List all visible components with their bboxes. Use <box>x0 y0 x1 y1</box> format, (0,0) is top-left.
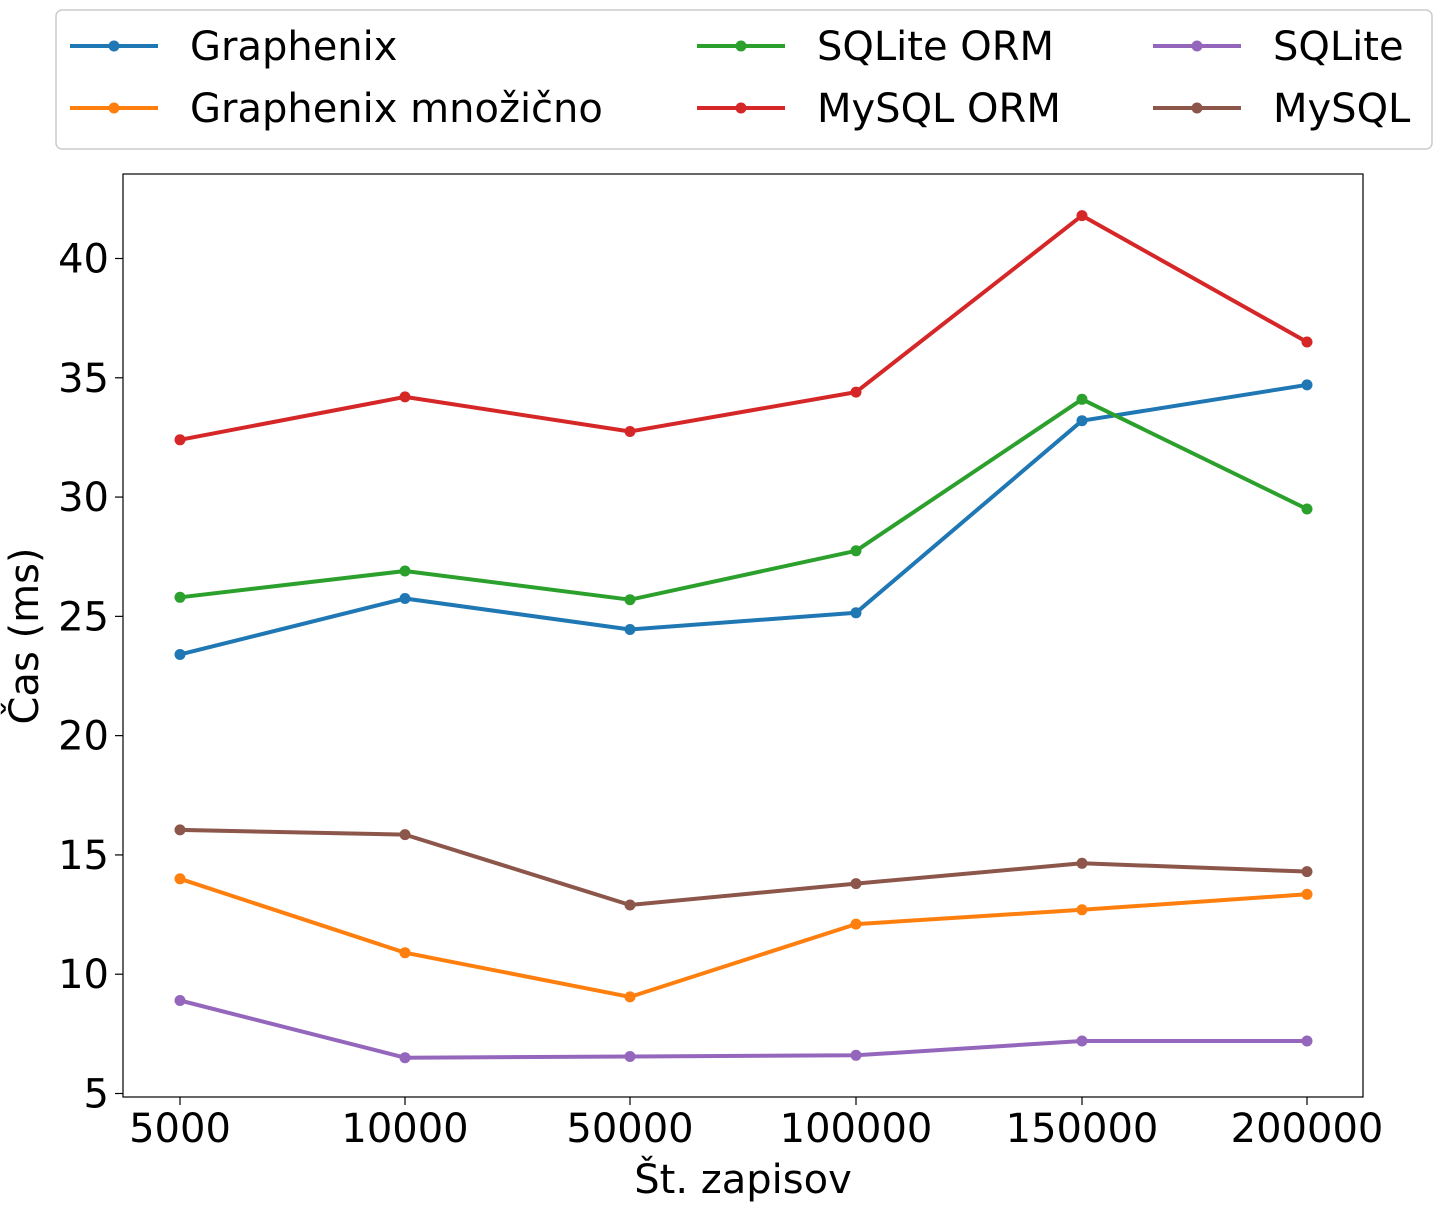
data-point-mysql-orm-10000 <box>399 391 411 403</box>
plot-area: 5 10 15 20 25 30 35 40 5000 10000 50000 100000 1500… <box>58 173 1383 1152</box>
legend-marker-graphenix <box>108 40 120 52</box>
data-point-mysql-150000 <box>1076 857 1088 869</box>
data-point-graphenix-10000 <box>399 593 411 604</box>
data-point-sqlite-200000 <box>1301 1035 1313 1047</box>
data-point-sqlite-orm-150000 <box>1076 393 1088 405</box>
data-point-graphenix-150000 <box>1076 415 1088 427</box>
legend-item-sqlite: SQLite <box>1153 24 1404 70</box>
legend-item-mysql-orm: MySQL ORM <box>697 86 1061 132</box>
legend-marker-graphenix-mnozicno <box>108 102 120 114</box>
x-tick-label-5000: 5000 <box>129 1106 231 1152</box>
y-tick-label-5: 5 <box>84 1072 109 1118</box>
plot-frame <box>122 173 1364 1098</box>
data-point-mysql-200000 <box>1301 866 1313 878</box>
legend-label-sqlite: SQLite <box>1273 24 1404 70</box>
y-axis-title: Čas (ms) <box>0 547 48 724</box>
legend: Graphenix Graphenix množično SQLite ORM MyS… <box>55 9 1433 150</box>
series-line-graphenix-mnozicno <box>177 876 1310 999</box>
data-point-mysql-orm-200000 <box>1301 336 1313 348</box>
data-point-sqlite-orm-10000 <box>399 565 411 577</box>
series-line-mysql <box>177 827 1310 907</box>
data-point-graphenix-200000 <box>1301 379 1313 391</box>
series-mysql <box>174 824 1313 911</box>
data-point-mysql-100000 <box>850 878 862 890</box>
series-line-sqlite <box>177 998 1309 1060</box>
data-point-sqlite-10000 <box>399 1052 411 1064</box>
series-graphenix-mnozicno <box>174 873 1313 1003</box>
y-tick-label-20: 20 <box>58 714 109 760</box>
legend-item-graphenix-mnozicno: Graphenix množično <box>70 86 603 132</box>
data-point-sqlite-50000 <box>624 1051 636 1062</box>
legend-item-mysql: MySQL <box>1153 86 1411 132</box>
data-point-sqlite-orm-5000 <box>174 591 186 603</box>
series-mysql-orm <box>174 210 1313 446</box>
data-point-graphenix-5000 <box>174 649 186 660</box>
legend-label-sqlite-orm: SQLite ORM <box>817 24 1054 70</box>
x-axis: 5000 10000 50000 100000 150000 200000 <box>129 1097 1383 1152</box>
y-tick-label-30: 30 <box>58 475 109 521</box>
legend-label-mysql: MySQL <box>1273 86 1411 132</box>
x-tick-label-200000: 200000 <box>1231 1106 1384 1152</box>
legend-frame <box>55 9 1433 150</box>
data-point-sqlite-orm-50000 <box>624 594 636 606</box>
legend-label-mysql-orm: MySQL ORM <box>817 86 1061 132</box>
data-point-sqlite-5000 <box>174 995 186 1006</box>
data-point-sqlite-150000 <box>1076 1035 1088 1047</box>
legend-marker-mysql-orm <box>735 102 747 114</box>
y-tick-label-10: 10 <box>58 952 109 998</box>
data-point-graphenix-mnozicno-100000 <box>850 918 862 930</box>
y-tick-label-25: 25 <box>58 594 109 640</box>
legend-label-graphenix: Graphenix <box>190 24 397 70</box>
data-point-sqlite-orm-100000 <box>850 545 862 557</box>
data-point-mysql-orm-150000 <box>1076 210 1088 222</box>
data-point-mysql-orm-50000 <box>624 426 636 437</box>
series-line-graphenix <box>177 382 1310 657</box>
legend-label-graphenix-mnozicno: Graphenix množično <box>190 86 603 132</box>
legend-item-graphenix: Graphenix <box>70 24 397 70</box>
data-point-mysql-50000 <box>624 899 636 911</box>
series-sqlite-orm <box>174 393 1313 606</box>
data-point-graphenix-mnozicno-200000 <box>1301 888 1313 900</box>
x-tick-label-10000: 10000 <box>341 1106 468 1152</box>
data-point-mysql-5000 <box>174 824 186 836</box>
x-axis-title: Št. zapisov <box>634 1155 852 1203</box>
data-point-graphenix-mnozicno-50000 <box>624 991 636 1003</box>
legend-marker-sqlite-orm <box>735 40 747 52</box>
data-point-graphenix-mnozicno-5000 <box>174 873 186 885</box>
data-point-graphenix-50000 <box>624 624 636 635</box>
y-tick-label-35: 35 <box>58 356 109 402</box>
series-layer <box>174 210 1313 1064</box>
y-axis: 5 10 15 20 25 30 35 40 <box>58 237 123 1118</box>
y-tick-label-15: 15 <box>58 833 109 879</box>
data-point-mysql-orm-100000 <box>850 386 862 398</box>
data-point-graphenix-mnozicno-10000 <box>399 947 411 959</box>
data-point-graphenix-mnozicno-150000 <box>1076 904 1088 916</box>
legend-marker-mysql <box>1191 102 1203 114</box>
data-point-sqlite-orm-200000 <box>1301 503 1313 515</box>
x-tick-label-150000: 150000 <box>1006 1106 1159 1152</box>
data-point-mysql-orm-5000 <box>174 434 186 446</box>
y-tick-label-40: 40 <box>58 237 109 283</box>
legend-marker-sqlite <box>1191 40 1203 52</box>
x-tick-label-100000: 100000 <box>780 1106 933 1152</box>
data-point-sqlite-100000 <box>850 1049 862 1061</box>
x-tick-label-50000: 50000 <box>566 1106 693 1152</box>
series-line-mysql-orm <box>177 213 1310 443</box>
series-line-sqlite-orm <box>177 397 1310 602</box>
data-point-mysql-10000 <box>399 829 411 841</box>
series-sqlite <box>174 995 1313 1064</box>
legend-item-sqlite-orm: SQLite ORM <box>697 24 1054 70</box>
series-graphenix <box>174 379 1313 660</box>
data-point-graphenix-100000 <box>850 607 862 619</box>
